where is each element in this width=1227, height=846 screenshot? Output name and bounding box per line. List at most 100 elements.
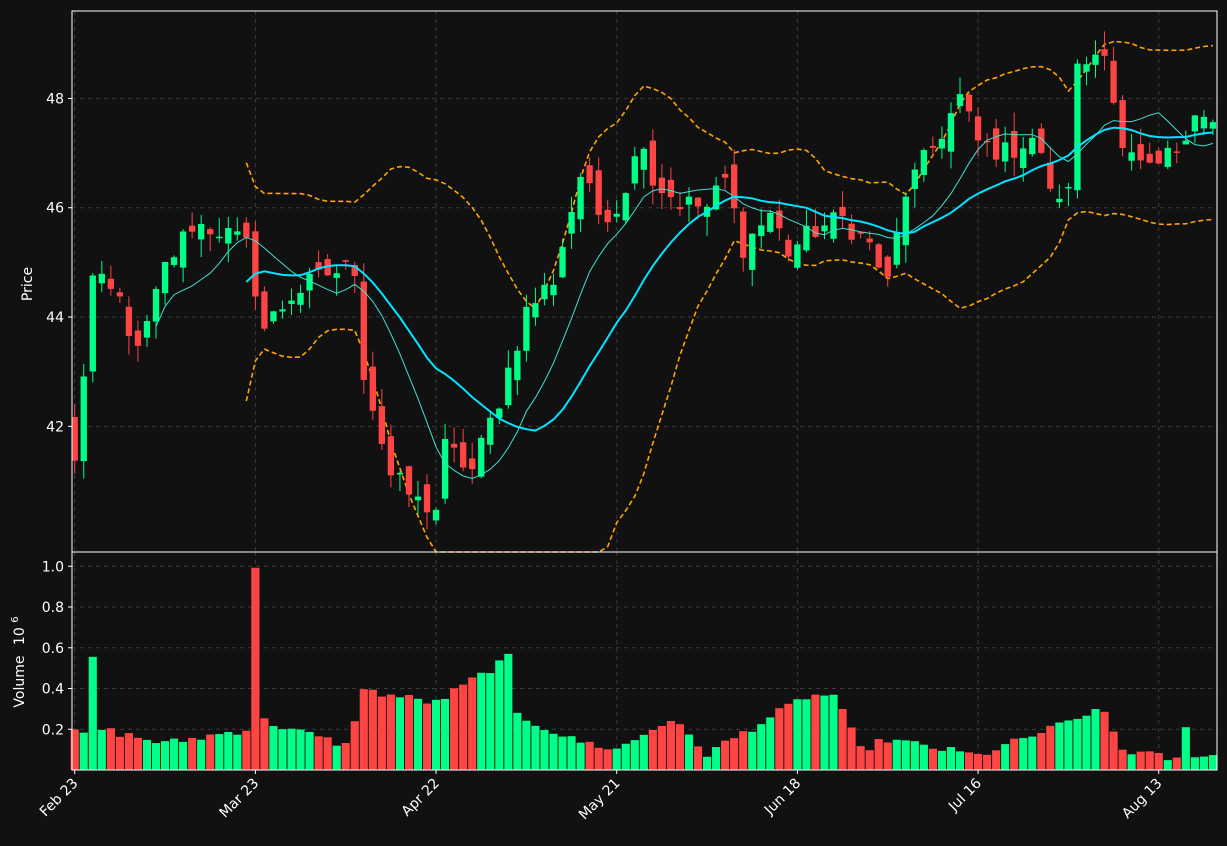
candle: [414, 480, 422, 515]
volume-bar: [567, 736, 576, 770]
grid-lines: [72, 11, 1217, 770]
candle-body: [649, 140, 657, 186]
candle: [252, 221, 259, 310]
candle: [161, 261, 169, 305]
candle: [1137, 128, 1144, 170]
candle-body: [821, 225, 828, 232]
candle-body: [1074, 63, 1081, 191]
candle-body: [595, 170, 602, 215]
volume-bar: [404, 695, 414, 770]
candle-body: [333, 273, 340, 278]
volume-bar: [540, 730, 549, 770]
volume-bar: [983, 754, 992, 770]
volume-bar: [522, 720, 531, 770]
candle: [496, 407, 503, 425]
candle-body: [360, 281, 367, 381]
volume-bar: [811, 694, 820, 770]
volume-axis-label-text: Volume: [12, 656, 28, 708]
volume-bar: [431, 699, 441, 770]
volume-bar: [603, 749, 612, 770]
candle: [947, 102, 955, 169]
candle-body: [785, 239, 792, 257]
candle-body: [767, 212, 774, 232]
candle-body: [1047, 162, 1054, 189]
volume-bar: [160, 741, 170, 770]
volume-bar: [477, 672, 486, 770]
volume-bar: [197, 739, 206, 770]
volume-bar: [422, 703, 432, 770]
volume-bar: [1190, 757, 1199, 770]
candle: [98, 260, 105, 292]
volume-bar: [1127, 754, 1136, 770]
volume-bar: [946, 747, 956, 770]
candle-body: [459, 442, 467, 468]
bollinger-lower-band: [245, 210, 1213, 553]
candle-body: [875, 244, 882, 268]
candle-body: [965, 94, 973, 112]
candle: [333, 265, 340, 296]
candle: [830, 209, 837, 243]
bollinger-bands: [245, 40, 1213, 553]
volume-bar: [829, 694, 838, 770]
volume-bar: [594, 747, 603, 770]
candle: [170, 255, 178, 268]
candle-body: [80, 376, 87, 462]
candle-body: [1029, 137, 1036, 155]
candle-body: [297, 292, 304, 305]
volume-bar: [1064, 720, 1073, 770]
candle-body: [324, 259, 331, 276]
candle: [767, 210, 774, 234]
candle-body: [1182, 140, 1189, 145]
volume-panel-frame: [71, 551, 1218, 771]
candle-body: [369, 366, 376, 411]
candle: [1110, 46, 1117, 105]
candle-body: [613, 213, 620, 217]
candle: [956, 77, 964, 114]
volume-bar: [124, 733, 133, 770]
candle: [523, 294, 530, 362]
candle: [261, 286, 268, 332]
volume-bar: [883, 742, 892, 770]
candle-body: [631, 156, 638, 184]
candle: [80, 363, 87, 479]
candle: [974, 107, 982, 156]
volume-bar: [97, 729, 106, 770]
candle: [740, 207, 747, 272]
candle: [622, 192, 629, 224]
volume-axis-label-multiplier: 10: [12, 627, 28, 645]
volume-bar: [793, 699, 802, 770]
volume-bar: [170, 738, 179, 770]
candle-body: [170, 257, 178, 265]
volume-bar: [359, 689, 368, 770]
candle-body: [712, 185, 720, 210]
volume-bar: [630, 740, 639, 770]
candle: [541, 272, 548, 306]
volume-bar: [955, 751, 965, 770]
volume-bar: [657, 726, 666, 770]
volume-bar: [287, 728, 296, 770]
candle: [487, 411, 494, 454]
volume-bar: [1082, 715, 1091, 770]
candle: [1209, 119, 1217, 135]
volume-bar: [1046, 725, 1055, 770]
candle-body: [414, 496, 422, 501]
volume-bar: [901, 740, 910, 770]
candle: [1146, 142, 1153, 164]
volume-bar: [838, 708, 847, 770]
candle: [694, 196, 702, 220]
candle: [288, 288, 295, 315]
candle-body: [685, 196, 693, 205]
volume-bar: [395, 697, 404, 770]
candle: [387, 424, 395, 488]
candle-body: [721, 173, 729, 178]
volume-bar: [1073, 718, 1082, 770]
volume-bar: [450, 688, 459, 770]
candle-body: [956, 94, 964, 107]
volume-bar: [856, 746, 865, 770]
candle: [1083, 56, 1090, 86]
candle-body: [1119, 100, 1126, 148]
candle: [243, 217, 250, 248]
moving-averages: [155, 112, 1214, 480]
volume-axis-label-exponent: 6: [10, 616, 21, 622]
candle-body: [1128, 152, 1135, 161]
